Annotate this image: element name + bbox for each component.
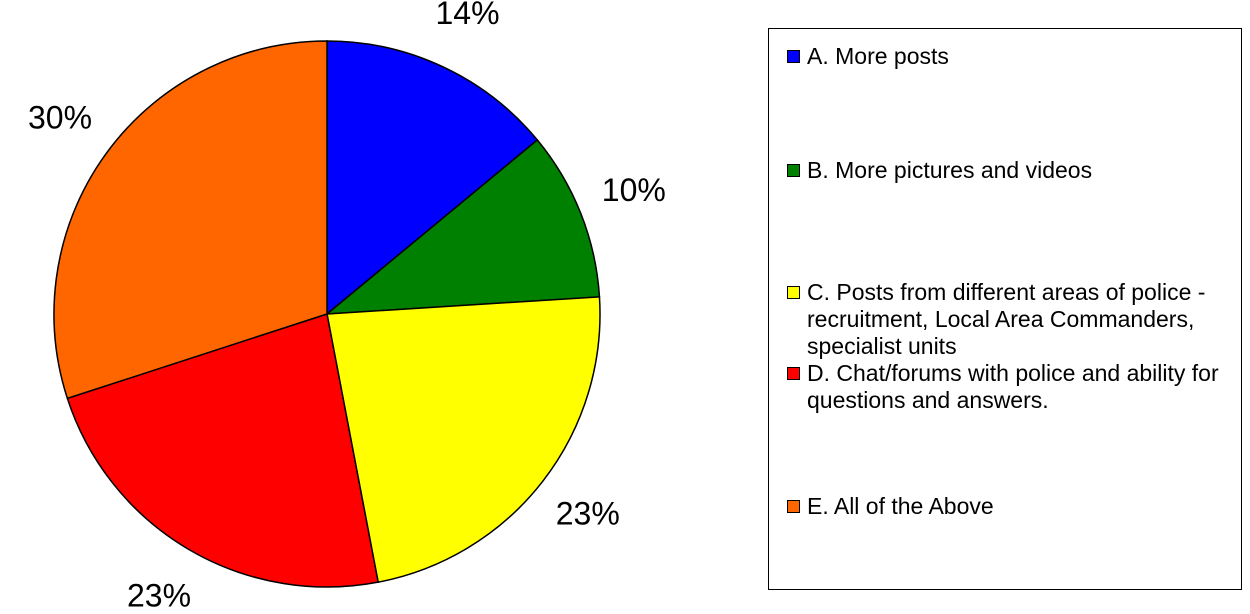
legend-item: E. All of the Above bbox=[787, 493, 1239, 520]
legend-swatch bbox=[787, 500, 800, 513]
legend-swatch bbox=[787, 286, 800, 299]
legend-swatch bbox=[787, 50, 800, 63]
legend-swatch bbox=[787, 164, 800, 177]
legend-item: D. Chat/forums with police and ability f… bbox=[787, 360, 1239, 414]
legend-label: A. More posts bbox=[807, 43, 949, 69]
legend: A. More posts B. More pictures and videos… bbox=[768, 28, 1242, 590]
legend-item: C. Posts from different areas of police … bbox=[787, 279, 1239, 360]
legend-item: B. More pictures and videos bbox=[787, 157, 1239, 184]
pie-slice bbox=[326, 296, 601, 584]
legend-label: D. Chat/forums with police and ability f… bbox=[807, 360, 1219, 413]
data-label: 14% bbox=[435, 0, 499, 31]
pie-slice bbox=[66, 313, 380, 588]
pie-slice bbox=[326, 40, 539, 316]
pie-slice bbox=[324, 138, 601, 315]
data-label: 23% bbox=[127, 577, 191, 613]
legend-swatch bbox=[787, 367, 800, 380]
legend-item: A. More posts bbox=[787, 43, 1239, 70]
data-label: 30% bbox=[28, 99, 92, 135]
chart: 14% 10% 23% 23% 30% bbox=[28, 0, 666, 613]
legend-label: B. More pictures and videos bbox=[807, 157, 1093, 183]
pie-slice bbox=[53, 40, 328, 400]
data-label: 10% bbox=[602, 172, 666, 208]
data-label: 23% bbox=[556, 496, 620, 532]
legend-label: E. All of the Above bbox=[807, 493, 994, 519]
legend-label: C. Posts from different areas of police … bbox=[807, 279, 1206, 359]
